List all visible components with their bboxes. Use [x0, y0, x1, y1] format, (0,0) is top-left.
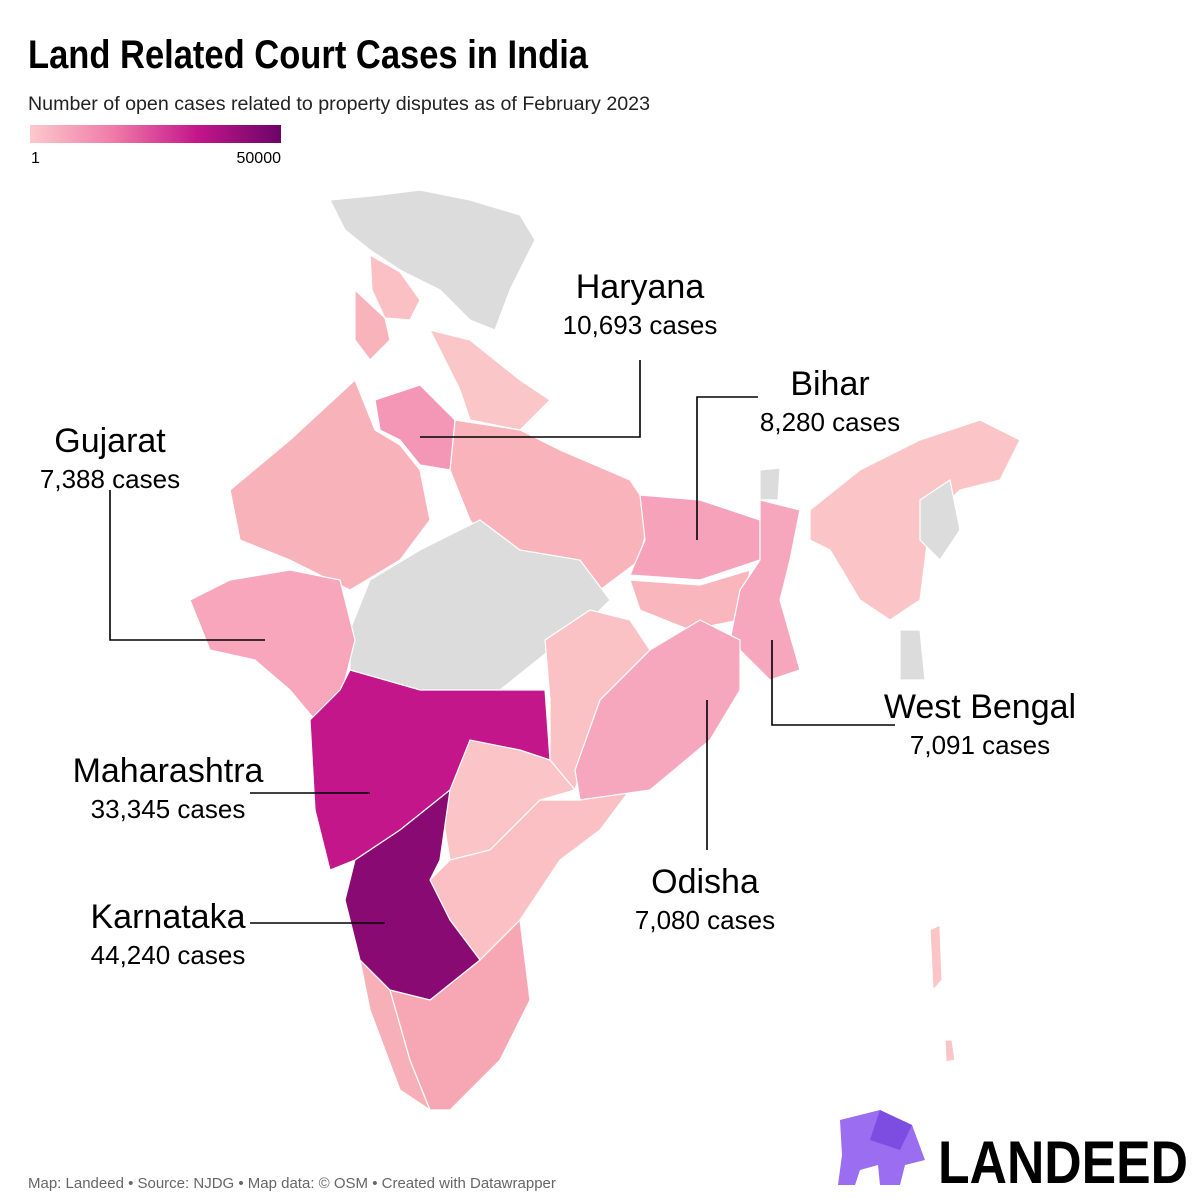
state-value	[629, 494, 761, 581]
island	[929, 924, 943, 992]
annotation-value: 33,345 cases	[91, 794, 246, 824]
subtitle: Number of open cases related to property…	[28, 94, 650, 115]
title: Land Related Court Cases in India	[28, 33, 589, 77]
state	[428, 329, 551, 431]
map-shapes	[229, 189, 1021, 1112]
state	[369, 253, 421, 321]
annotation-name: West Bengal	[884, 688, 1076, 726]
annotation-value: 7,091 cases	[910, 730, 1050, 760]
annotation-value: 44,240 cases	[91, 940, 246, 970]
legend-min: 1	[31, 150, 40, 167]
state	[389, 918, 531, 1111]
leader-line	[771, 640, 895, 726]
leader-line	[109, 490, 265, 641]
annotated-states	[189, 384, 801, 1001]
legend-max: 50000	[237, 150, 282, 167]
annotation-name: Karnataka	[91, 898, 246, 936]
state	[329, 189, 536, 331]
annotation-name: Bihar	[790, 365, 869, 403]
state-value	[729, 499, 801, 681]
state	[919, 479, 961, 561]
logo-text: LANDEED	[938, 1129, 1188, 1196]
annotation-name: Haryana	[576, 268, 705, 306]
island	[944, 1039, 956, 1063]
logo-icon	[870, 1110, 912, 1150]
state-value	[309, 669, 551, 871]
state-value	[189, 569, 356, 721]
annotation-name: Maharashtra	[73, 752, 264, 790]
annotation-value: 7,388 cases	[40, 464, 180, 494]
state	[354, 288, 391, 361]
annotation-name: Gujarat	[54, 422, 166, 460]
state-value	[574, 619, 741, 801]
annotation-name: Odisha	[651, 863, 759, 901]
leader-line	[420, 360, 641, 438]
annotation-value: 8,280 cases	[760, 407, 900, 437]
annotation-value: 7,080 cases	[635, 905, 775, 935]
annotations: Haryana 10,693 cases Bihar 8,280 cases Gujar…	[40, 268, 1076, 970]
annotation-value: 10,693 cases	[563, 310, 718, 340]
state	[759, 467, 781, 501]
state	[229, 378, 431, 591]
state	[899, 629, 926, 681]
leader-line	[696, 396, 758, 540]
legend-gradient	[30, 125, 281, 143]
logo: LANDEED	[838, 1110, 1188, 1196]
state-value	[374, 384, 456, 471]
state	[809, 419, 1021, 621]
state-value	[344, 788, 481, 1001]
footer: Map: Landeed • Source: NJDG • Map data: …	[28, 1175, 556, 1192]
